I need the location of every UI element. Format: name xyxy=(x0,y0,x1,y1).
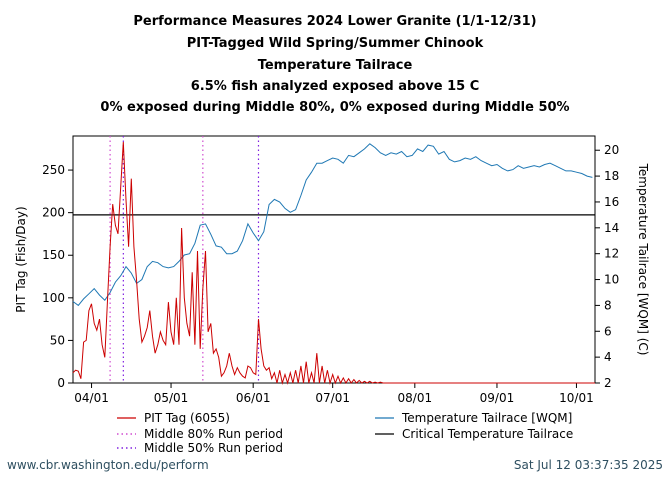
y2-tick-label: 14 xyxy=(604,221,619,235)
legend-label-critical: Critical Temperature Tailrace xyxy=(402,427,573,441)
chart-subtitle-exposure: 6.5% fish analyzed exposed above 15 C xyxy=(190,79,480,94)
y-tick-label: 200 xyxy=(42,206,65,220)
y2-axis-title: Temperature Tailrace [WQM] (C) xyxy=(636,163,650,356)
y2-tick-label: 4 xyxy=(604,350,612,364)
y2-tick-label: 6 xyxy=(604,324,612,338)
pit-tag-series-line xyxy=(72,141,595,385)
y2-tick-label: 2 xyxy=(604,376,612,390)
x-tick-label: 09/01 xyxy=(480,391,515,405)
chart-title: Performance Measures 2024 Lower Granite … xyxy=(133,14,537,29)
x-tick-label: 10/01 xyxy=(559,391,594,405)
legend-label-temp: Temperature Tailrace [WQM] xyxy=(401,411,572,425)
x-tick-label: 08/01 xyxy=(398,391,433,405)
y2-tick-label: 18 xyxy=(604,169,619,183)
x-tick-label: 04/01 xyxy=(74,391,109,405)
x-tick-label: 05/01 xyxy=(154,391,189,405)
generated-timestamp: Sat Jul 12 03:37:35 2025 xyxy=(513,458,663,472)
y-tick-label: 100 xyxy=(42,291,65,305)
y2-tick-label: 8 xyxy=(604,298,612,312)
plot-frame xyxy=(72,135,596,384)
temperature-series-line xyxy=(72,143,593,307)
source-url[interactable]: www.cbr.washington.edu/perform xyxy=(7,458,209,472)
y2-tick-label: 16 xyxy=(604,195,619,209)
y-axis-title: PIT Tag (Fish/Day) xyxy=(14,206,28,312)
legend-label-mid80: Middle 80% Run period xyxy=(144,427,283,441)
legend-label-mid50: Middle 50% Run period xyxy=(144,441,283,455)
y2-tick-label: 20 xyxy=(604,143,619,157)
y-tick-label: 250 xyxy=(42,163,65,177)
y-tick-label: 50 xyxy=(50,333,65,347)
y2-tick-label: 12 xyxy=(604,247,619,261)
chart-subtitle-species: PIT-Tagged Wild Spring/Summer Chinook xyxy=(186,36,484,51)
chart-subtitle-measure: Temperature Tailrace xyxy=(257,58,413,73)
y-tick-label: 0 xyxy=(57,376,65,390)
chart-subtitle-run-exposure: 0% exposed during Middle 80%, 0% exposed… xyxy=(100,100,570,115)
y-tick-label: 150 xyxy=(42,248,65,262)
y2-tick-label: 10 xyxy=(604,273,619,287)
x-tick-label: 07/01 xyxy=(315,391,350,405)
legend-label-pit: PIT Tag (6055) xyxy=(144,411,230,425)
x-tick-label: 06/01 xyxy=(236,391,271,405)
